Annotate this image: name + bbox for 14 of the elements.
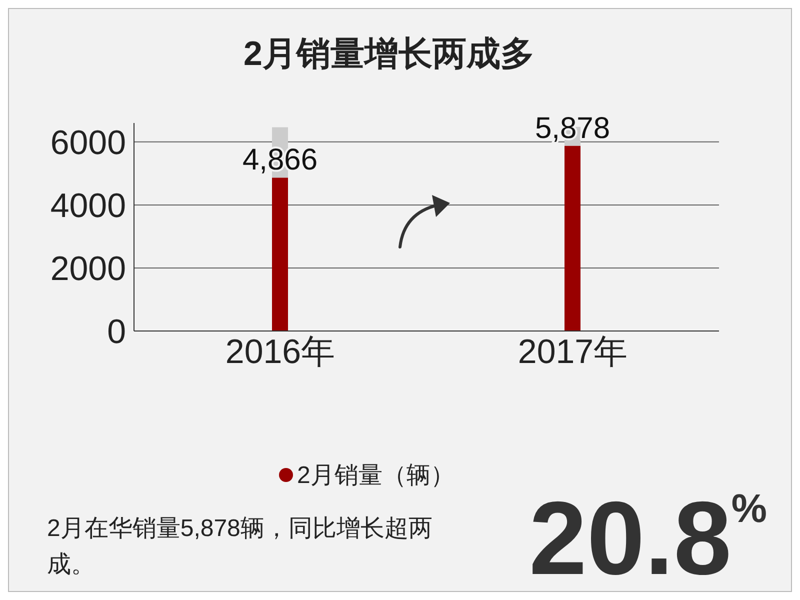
y-tick-label: 4000 [50,187,126,226]
bar [272,178,288,331]
x-tick-label: 2016年 [225,333,336,372]
legend-label: 2月销量（辆） [296,461,454,491]
data-label: 5,878 [534,112,610,145]
x-tick-label: 2017年 [518,333,628,372]
chart-title: 2月销量增长两成多 [242,34,536,75]
text: 20.8% [529,480,767,599]
y-tick-label: 0 [107,313,126,352]
y-tick-label: 6000 [50,124,126,162]
data-label: 4,866 [242,144,318,177]
bar [564,146,580,331]
y-tick-label: 2000 [50,250,126,288]
text: 2月在华销量5,878辆，同比增长超两成。 [47,514,434,580]
